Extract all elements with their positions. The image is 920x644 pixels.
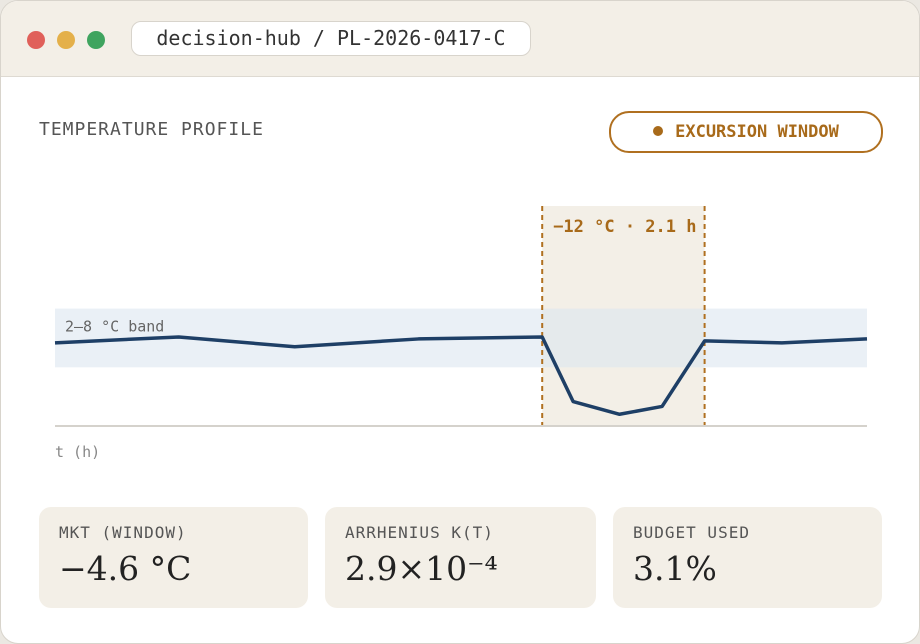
series-line xyxy=(54,335,868,417)
stat-value: −4.6 °C xyxy=(59,549,192,588)
stat-label: BUDGET USED xyxy=(633,523,750,542)
breadcrumb: decision-hub / PL-2026-0417-C xyxy=(131,21,531,56)
x-axis-label: t (h) xyxy=(55,443,100,461)
maximize-button[interactable] xyxy=(87,31,105,49)
stat-value: 2.9×10⁻⁴ xyxy=(345,549,498,588)
close-button[interactable] xyxy=(27,31,45,49)
status-badge: EXCURSION WINDOW xyxy=(609,111,883,153)
excursion-label: −12 °C · 2.1 h xyxy=(553,217,696,237)
stat-card: BUDGET USED 3.1% xyxy=(613,507,882,608)
stat-card: MKT (WINDOW) −4.6 °C xyxy=(39,507,308,608)
band-label: 2–8 °C band xyxy=(65,318,164,336)
title-bar: decision-hub / PL-2026-0417-C xyxy=(1,1,919,77)
chart: 2–8 °C band −12 °C · 2.1 h t (h) xyxy=(54,206,868,461)
stat-label: ARRHENIUS K(T) xyxy=(345,523,494,542)
stat-label: MKT (WINDOW) xyxy=(59,523,187,542)
minimize-button[interactable] xyxy=(57,31,75,49)
panel-title: TEMPERATURE PROFILE xyxy=(39,119,264,140)
stat-card: ARRHENIUS K(T) 2.9×10⁻⁴ xyxy=(325,507,596,608)
stat-value: 3.1% xyxy=(633,549,717,588)
